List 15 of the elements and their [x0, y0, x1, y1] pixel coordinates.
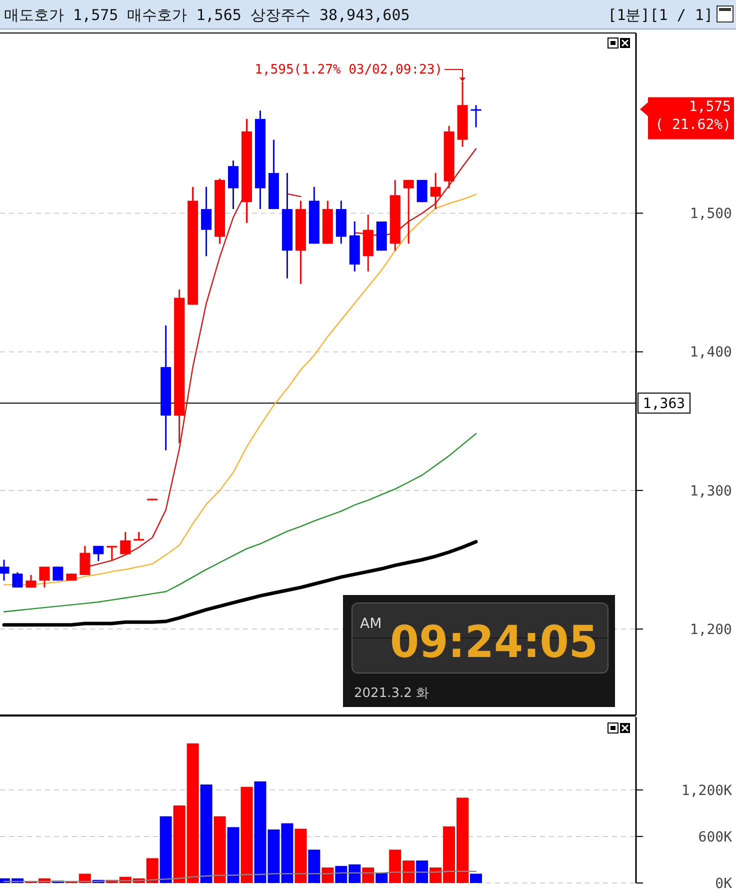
annotation: 09:24:05	[390, 617, 609, 668]
y-tick-label: 1,400	[690, 344, 732, 361]
text: 1,575 ( 21.62%)	[655, 99, 731, 134]
y-tick-label: 0K	[715, 876, 733, 890]
ref-line-label: 1,363	[642, 396, 686, 412]
annotation: 2021.3.2 화	[354, 686, 430, 701]
y-tick-label: 1,200	[690, 622, 732, 638]
chart-title: 매도호가 1,575 매수호가 1,565 상장주수 38,943,605	[4, 6, 410, 24]
y-tick-label: 600K	[698, 829, 733, 846]
y-tick-label: 1,200K	[681, 782, 733, 799]
annotation: AM	[360, 616, 382, 632]
text: [1분][1 / 1]	[608, 6, 713, 24]
annotation: 1,595(1.27% 03/02,09:23)	[254, 62, 443, 78]
y-tick-label: 1,300	[690, 483, 732, 500]
y-tick-label: 1,500	[690, 206, 732, 222]
